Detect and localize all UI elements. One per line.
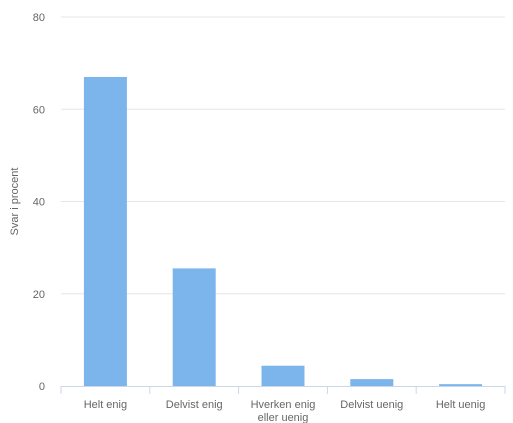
x-tick-label-line: Delvist enig <box>166 399 223 411</box>
y-tick-label: 20 <box>33 289 45 301</box>
bar <box>261 365 305 386</box>
y-tick-label: 40 <box>33 197 45 209</box>
y-axis-title: Svar i procent <box>9 168 21 236</box>
x-tick-label: Delvist enig <box>166 399 223 411</box>
y-tick-label: 80 <box>33 12 45 24</box>
x-tick-label: Hverken enig eller uenig <box>251 399 316 423</box>
x-axis-tick-labels: Helt enig Delvist enig Hverken enig eller u… <box>84 399 486 423</box>
bars <box>83 76 483 387</box>
x-tick-label-line: Delvist uenig <box>340 399 403 411</box>
y-tick-label: 0 <box>39 381 45 393</box>
bar <box>83 76 127 387</box>
x-tick-label-line: Helt enig <box>84 399 127 411</box>
bar <box>172 268 216 386</box>
y-tick-label: 60 <box>33 104 45 116</box>
x-tick-label: Helt enig <box>84 399 127 411</box>
x-axis <box>60 386 506 394</box>
y-axis-tick-labels: 0 20 40 60 80 <box>33 12 45 393</box>
x-tick-label: Helt uenig <box>436 399 486 411</box>
gridlines <box>61 16 505 295</box>
x-tick-label-line: Helt uenig <box>436 399 486 411</box>
x-tick-label-line: Hverken enig <box>251 399 316 411</box>
bar <box>350 379 394 386</box>
x-tick-label: Delvist uenig <box>340 399 403 411</box>
bar <box>439 384 483 386</box>
x-tick-label-line: eller uenig <box>258 412 309 423</box>
